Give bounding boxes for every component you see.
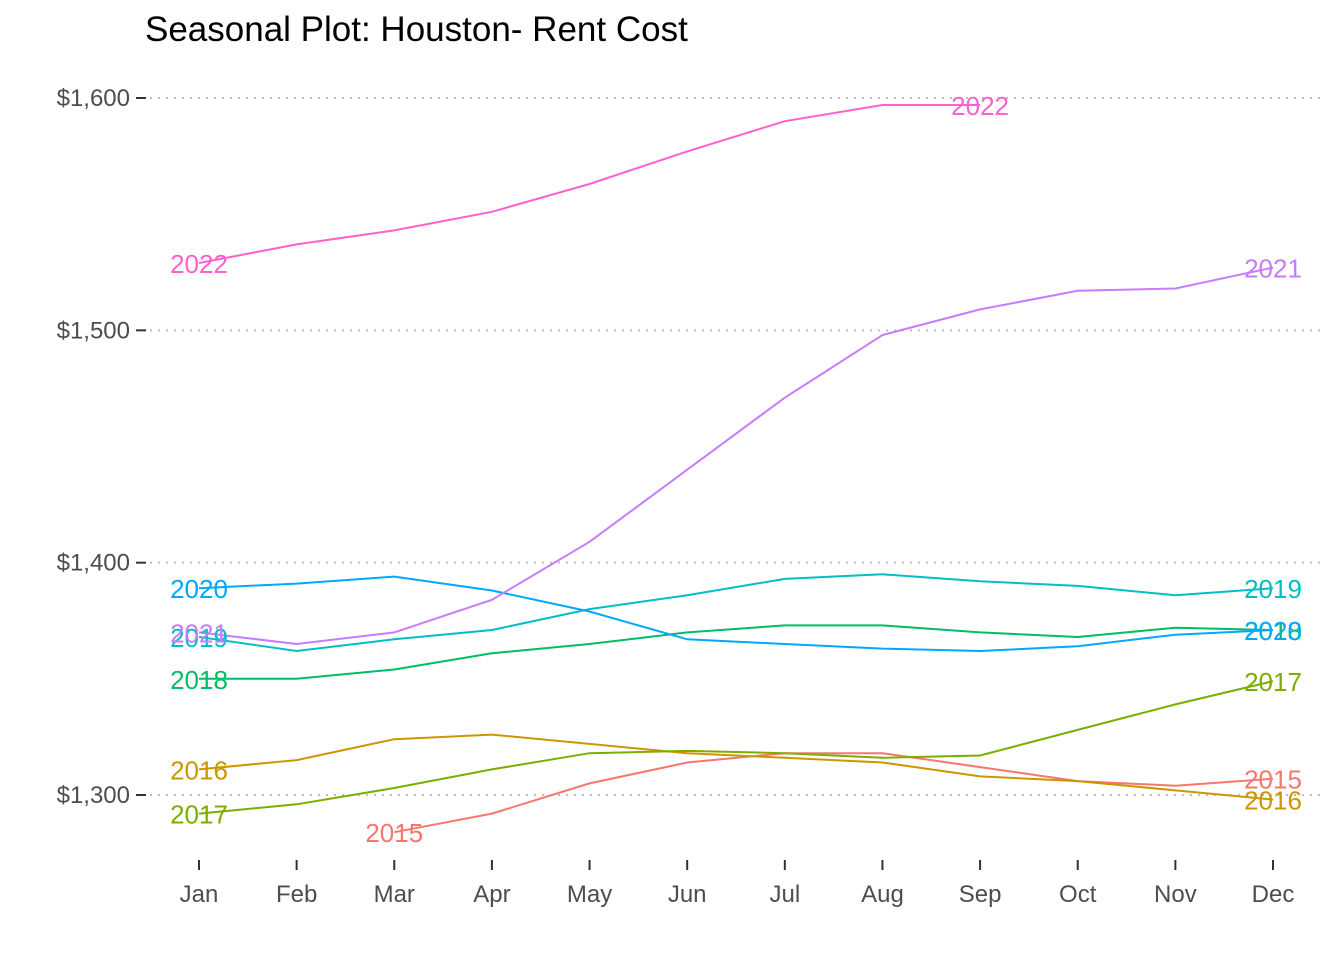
x-tick-label: Dec xyxy=(1252,881,1295,908)
series-label-end-2018: 2018 xyxy=(1244,616,1302,646)
series-labels: 2015201520162016201720172018201820192019… xyxy=(170,91,1302,848)
x-tick-label: May xyxy=(567,881,612,908)
series-line-2019 xyxy=(198,573,1274,653)
series-label-start-2022: 2022 xyxy=(170,249,228,279)
y-axis: $1,300 $1,400 $1,500 $1,600 xyxy=(57,85,146,809)
series-label-end-2020: 2020 xyxy=(1244,616,1302,646)
y-tick-label: $1,500 xyxy=(57,317,130,344)
x-tick-label: Jan xyxy=(180,881,219,908)
series-label-end-2022: 2022 xyxy=(951,91,1009,121)
x-axis: Jan Feb Mar Apr May Jun Jul Aug Sep Oct Nov Dec xyxy=(180,860,1295,908)
series-line-2022 xyxy=(198,104,981,264)
series-label-start-2015: 2015 xyxy=(365,818,423,848)
gridlines xyxy=(150,97,1326,796)
x-tick-label: Aug xyxy=(861,881,904,908)
series-label-start-2016: 2016 xyxy=(170,755,228,785)
series-label-end-2016: 2016 xyxy=(1244,786,1302,816)
x-tick-label: Jun xyxy=(668,881,707,908)
series-label-start-2019: 2019 xyxy=(170,623,228,653)
series-line-2017 xyxy=(198,680,1274,815)
x-tick-label: Feb xyxy=(276,881,317,908)
x-tick-label: Apr xyxy=(473,881,510,908)
series-line-2015 xyxy=(394,752,1274,834)
series-label-start-2017: 2017 xyxy=(170,800,228,830)
y-tick-label: $1,400 xyxy=(57,550,130,577)
series-line-2018 xyxy=(199,624,1274,680)
y-tick-label: $1,600 xyxy=(57,85,130,112)
series-label-end-2015: 2015 xyxy=(1244,765,1302,795)
y-tick-label: $1,300 xyxy=(57,782,130,809)
series-label-start-2021: 2021 xyxy=(170,618,228,648)
series-label-end-2019: 2019 xyxy=(1244,574,1302,604)
series-lines xyxy=(198,104,1274,834)
series-label-start-2020: 2020 xyxy=(170,574,228,604)
series-label-end-2021: 2021 xyxy=(1244,254,1302,284)
chart-title: Seasonal Plot: Houston- Rent Cost xyxy=(145,10,688,49)
x-tick-label: Mar xyxy=(374,881,415,908)
series-line-2016 xyxy=(198,733,1274,801)
x-tick-label: Sep xyxy=(959,881,1002,908)
series-label-end-2017: 2017 xyxy=(1244,667,1302,697)
x-tick-label: Nov xyxy=(1154,881,1197,908)
series-label-start-2018: 2018 xyxy=(170,665,228,695)
series-line-2020 xyxy=(198,575,1274,653)
x-tick-label: Oct xyxy=(1059,881,1097,908)
x-tick-label: Jul xyxy=(769,881,800,908)
series-line-2021 xyxy=(198,266,1274,646)
